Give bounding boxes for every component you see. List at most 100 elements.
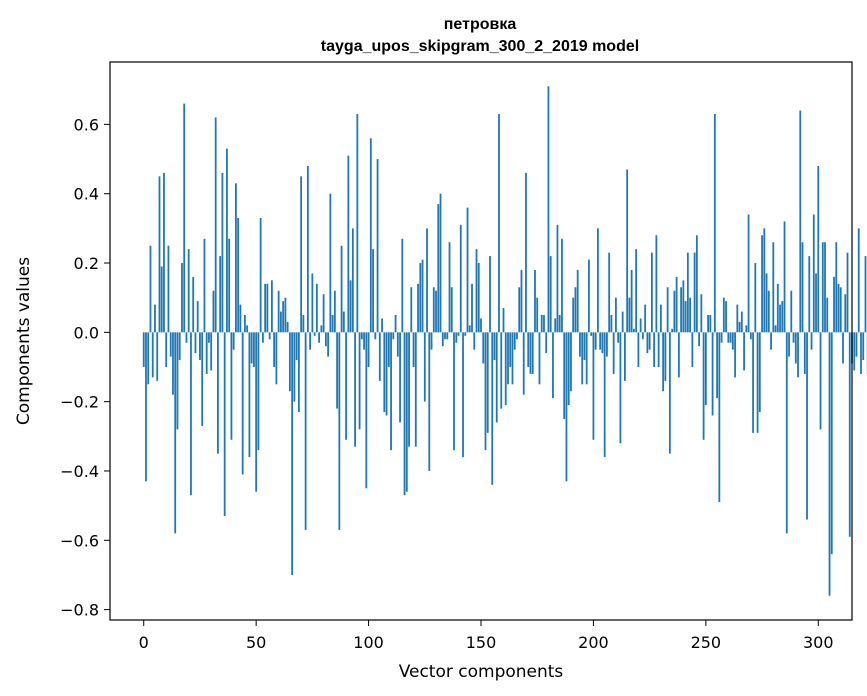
bar [154,304,156,333]
bar [534,269,536,333]
bar [695,235,698,333]
x-tick-label: 100 [353,633,384,652]
bar [727,332,730,343]
bar [572,297,575,333]
bar [158,176,161,333]
bar [435,290,437,333]
y-tick-label: 0.0 [74,323,99,342]
bar [482,332,485,364]
bar [232,332,235,350]
bar [624,332,626,381]
bar [437,204,440,333]
bar [396,332,399,357]
x-axis-label: Vector components [399,662,564,682]
bar [199,332,201,361]
bar [414,332,417,447]
bar [817,165,820,333]
bar [401,238,404,333]
bar [581,332,584,385]
bar [684,301,687,333]
bar [619,332,622,444]
bar [255,332,258,492]
bar [675,276,678,333]
bar [603,332,606,458]
y-tick-label: −0.2 [60,393,99,412]
bar [588,259,590,333]
bar [405,332,408,492]
bar [599,332,602,350]
bar [846,252,849,333]
x-tick-label: 150 [466,633,497,652]
bar [763,228,766,333]
bar [844,294,847,333]
bar [340,245,343,333]
bar [333,290,336,333]
bar [594,332,597,350]
bar [253,332,255,367]
bar [839,287,842,333]
bar [214,117,217,333]
bar [790,290,793,333]
bar [423,332,426,402]
bar [570,332,572,392]
bar [531,332,534,374]
bar [621,311,624,333]
bar [765,273,768,333]
bar [264,283,267,333]
bar [853,332,856,371]
bar [632,328,635,333]
bar [518,287,521,333]
bar [792,332,795,343]
bar [288,332,291,392]
bar [275,332,278,385]
bar [178,332,181,361]
bar [441,332,444,347]
bar [462,332,464,458]
bar [540,315,543,333]
bar [855,332,858,357]
bar [378,332,381,381]
bar [812,214,815,333]
bar [471,283,473,333]
bar [489,256,491,333]
bar [682,280,685,333]
y-tick-label: −0.8 [60,601,99,620]
bar [664,332,667,381]
bar [848,332,851,537]
bar [740,311,743,333]
bar [639,318,642,333]
bar [228,238,231,333]
bar [785,332,788,534]
bar [221,172,224,333]
bar-series [142,86,867,596]
bar [659,304,662,333]
bar [167,245,170,333]
bar [498,113,500,333]
bar [304,332,307,530]
bar [781,301,784,333]
bar [529,332,532,374]
bar [520,269,523,333]
bar [163,172,165,333]
bar [145,332,147,482]
bar [219,256,222,333]
bar [743,332,745,371]
bar [338,332,341,530]
bar [448,242,451,333]
bar [597,228,599,333]
bar [165,332,168,367]
bar [336,332,338,409]
bar [606,332,608,357]
bar [722,297,725,333]
bar [842,332,844,364]
bar [291,332,294,575]
bar [185,332,188,343]
bar [833,276,835,333]
bar [671,328,674,333]
bar [439,193,442,333]
bar [538,332,541,385]
bar [860,332,862,374]
bar [212,290,215,333]
bar [830,332,833,555]
bar [455,332,458,343]
